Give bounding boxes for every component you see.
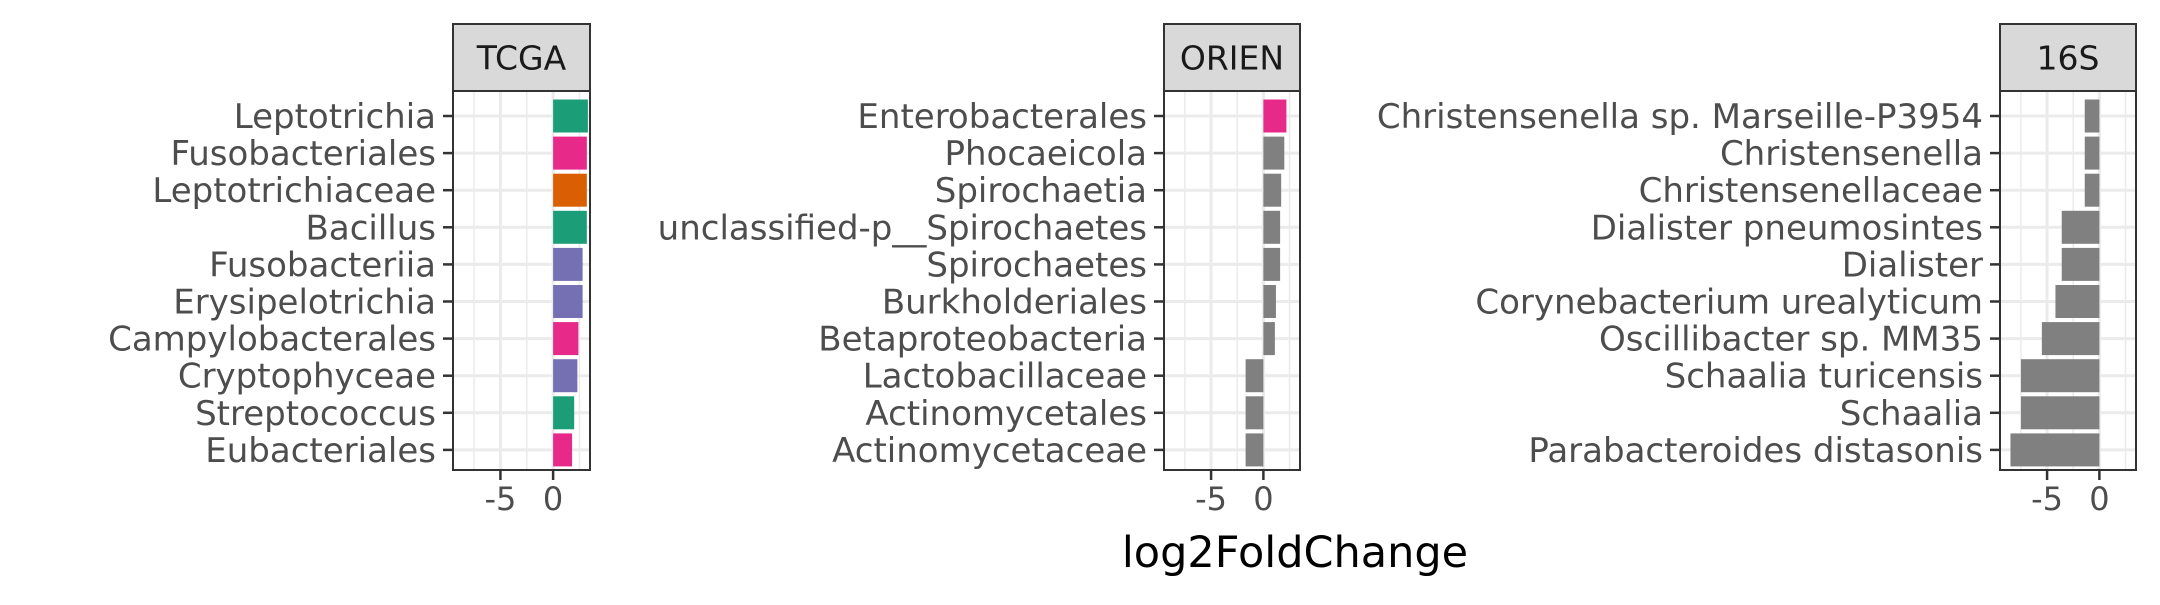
- category-label: Erysipelotrichia: [173, 283, 436, 323]
- x-tick-label: 0: [1253, 480, 1273, 518]
- category-label: Spirochaetes: [926, 245, 1147, 285]
- category-label: Parabacteroides distasonis: [1528, 431, 1983, 471]
- bar: [553, 396, 575, 430]
- category-label: Bacillus: [306, 208, 436, 248]
- category-label: Oscillibacter sp. MM35: [1599, 320, 1983, 360]
- x-axis-title: log2FoldChange: [1122, 528, 1468, 578]
- facet-strip-label: TCGA: [476, 39, 567, 78]
- bar: [553, 285, 583, 318]
- category-label: unclassified-p__Spirochaetes: [658, 208, 1147, 248]
- bar: [553, 433, 573, 467]
- category-label: Corynebacterium urealyticum: [1475, 283, 1983, 323]
- bar: [1245, 359, 1264, 393]
- bar: [553, 136, 587, 170]
- bar: [2020, 359, 2100, 393]
- bar: [2020, 396, 2100, 430]
- category-label: Spirochaetia: [935, 171, 1147, 211]
- bar: [553, 322, 579, 356]
- category-label: Actinomycetaceae: [832, 431, 1147, 471]
- bar: [553, 247, 583, 281]
- x-tick-label: -5: [484, 480, 516, 518]
- bar: [553, 99, 588, 133]
- bar: [1245, 396, 1264, 430]
- category-label: Phocaeicola: [944, 134, 1147, 174]
- category-label: Dialister pneumosintes: [1591, 208, 1983, 248]
- bar: [2084, 173, 2100, 207]
- facet-strip-label: 16S: [2037, 39, 2100, 78]
- category-label: Christensenella sp. Marseille-P3954: [1377, 97, 1983, 137]
- bar: [2084, 136, 2100, 170]
- bar: [1263, 210, 1281, 244]
- bar: [1263, 322, 1275, 356]
- category-label: Fusobacteriia: [209, 245, 436, 285]
- category-label: Christensenellaceae: [1639, 171, 1983, 211]
- bar: [553, 173, 587, 207]
- bar: [2084, 99, 2100, 133]
- facet-0: TCGA LeptotrichiaFusobacterialesLeptotric…: [108, 23, 591, 518]
- category-label: Betaproteobacteria: [818, 320, 1147, 360]
- bar: [2061, 247, 2100, 281]
- bar: [1263, 99, 1287, 133]
- bar: [2010, 433, 2100, 467]
- category-label: Christensenella: [1720, 134, 1983, 174]
- category-label: Fusobacteriales: [171, 134, 436, 174]
- facet-strip: [452, 23, 591, 92]
- bar: [1263, 173, 1282, 207]
- category-label: Schaalia: [1840, 394, 1983, 434]
- x-tick-label: 0: [2089, 480, 2109, 518]
- category-label: Leptotrichiaceae: [152, 171, 436, 211]
- bar: [1245, 433, 1264, 467]
- facet-strip: [1999, 23, 2137, 92]
- category-label: Enterobacterales: [857, 97, 1147, 137]
- facet-strip-label: ORIEN: [1180, 39, 1284, 78]
- category-label: Dialister: [1842, 245, 1983, 285]
- bar: [2041, 322, 2100, 356]
- bar: [553, 210, 587, 244]
- category-label: Streptococcus: [195, 394, 436, 434]
- bar: [2061, 210, 2100, 244]
- facets-layer: TCGA LeptotrichiaFusobacterialesLeptotric…: [108, 23, 2137, 518]
- category-label: Burkholderiales: [882, 283, 1147, 323]
- bar: [1263, 136, 1285, 170]
- x-tick-label: -5: [1195, 480, 1227, 518]
- facet-1: ORIENEnterobacteralesPhocaeicolaSpirocha…: [658, 23, 1301, 518]
- x-tick-label: 0: [543, 480, 563, 518]
- category-label: Schaalia turicensis: [1665, 357, 1983, 397]
- bar: [1263, 285, 1276, 318]
- category-label: Lactobacillaceae: [863, 357, 1147, 397]
- category-label: Eubacteriales: [205, 431, 436, 471]
- category-label: Leptotrichia: [234, 97, 436, 137]
- category-label: Cryptophyceae: [178, 357, 436, 397]
- category-label: Campylobacterales: [108, 320, 436, 360]
- category-label: Actinomycetales: [865, 394, 1147, 434]
- bar: [2055, 285, 2100, 318]
- x-tick-label: -5: [2031, 480, 2063, 518]
- bar: [1263, 247, 1281, 281]
- bar: [553, 359, 578, 393]
- facet-strip: [1163, 23, 1301, 92]
